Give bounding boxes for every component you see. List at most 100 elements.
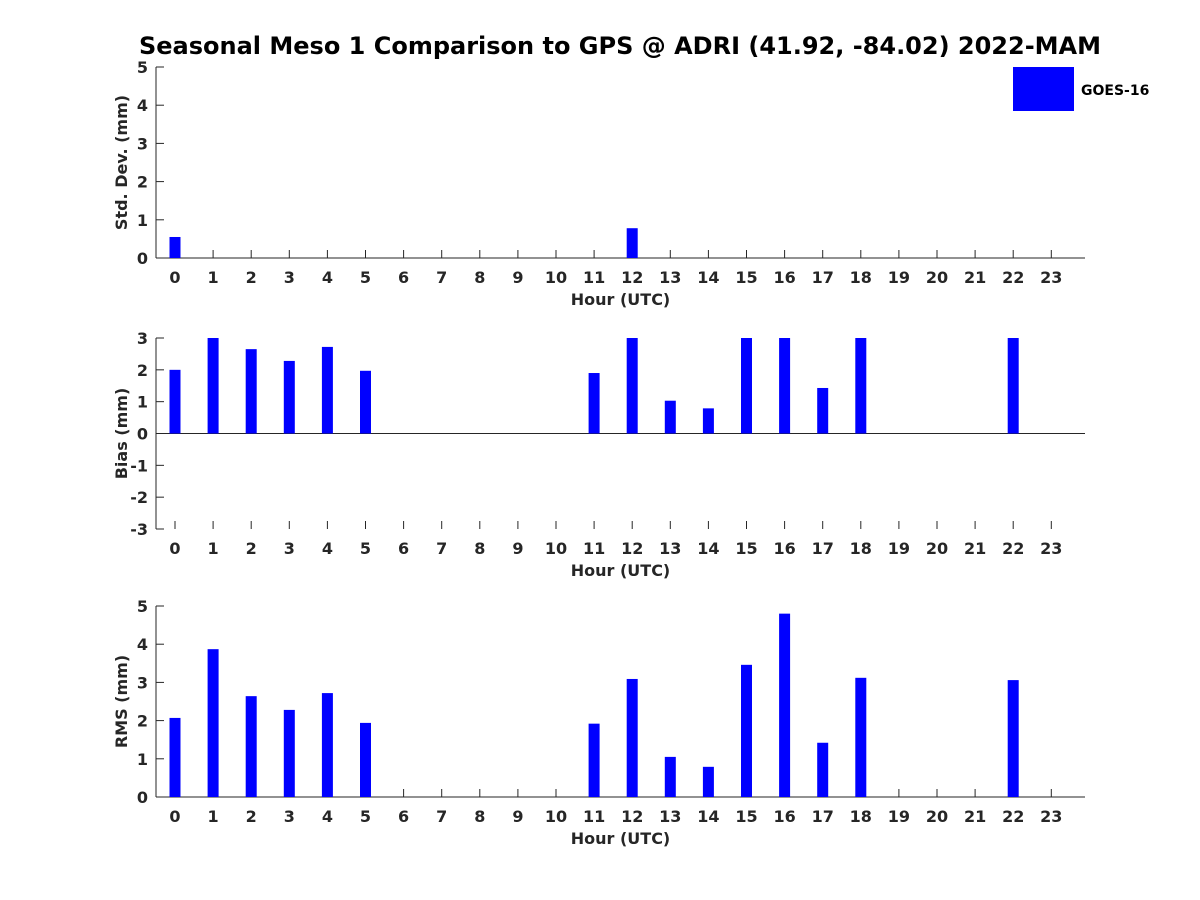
bar <box>245 349 257 434</box>
bar <box>283 709 295 797</box>
x-tick-label: 1 <box>208 539 219 558</box>
x-tick-label: 15 <box>735 268 757 287</box>
x-tick-label: 5 <box>360 807 371 826</box>
bar <box>779 613 791 797</box>
bar <box>626 678 638 797</box>
x-tick-label: 21 <box>964 268 986 287</box>
x-tick-label: 20 <box>926 539 948 558</box>
legend-swatch <box>1013 67 1074 111</box>
y-tick-label: -2 <box>130 488 148 507</box>
y-tick-label: 3 <box>137 673 148 692</box>
x-tick-label: 3 <box>284 807 295 826</box>
bar <box>779 338 791 434</box>
bar <box>741 664 752 797</box>
bar <box>207 338 219 434</box>
x-tick-label: 11 <box>583 539 605 558</box>
bar <box>817 742 829 797</box>
x-tick-label: 2 <box>246 539 257 558</box>
x-tick-label: 0 <box>169 807 180 826</box>
y-tick-label: 5 <box>137 597 148 616</box>
y-axis-label: Std. Dev. (mm) <box>112 95 131 230</box>
x-tick-label: 6 <box>398 539 409 558</box>
x-tick-label: 22 <box>1002 539 1024 558</box>
x-tick-label: 2 <box>246 268 257 287</box>
y-tick-label: 3 <box>137 134 148 153</box>
bar <box>321 346 333 434</box>
x-tick-label: 22 <box>1002 268 1024 287</box>
bar <box>169 236 181 258</box>
bar <box>207 649 219 797</box>
y-tick-label: 3 <box>137 329 148 348</box>
x-tick-label: 15 <box>735 539 757 558</box>
x-tick-label: 8 <box>474 539 485 558</box>
x-tick-label: 16 <box>773 539 795 558</box>
x-tick-label: 18 <box>850 268 872 287</box>
x-tick-label: 8 <box>474 807 485 826</box>
y-axis-label: Bias (mm) <box>112 388 131 480</box>
x-tick-label: 13 <box>659 539 681 558</box>
x-tick-label: 6 <box>398 268 409 287</box>
bar <box>702 766 714 797</box>
y-tick-label: 5 <box>137 58 148 77</box>
x-tick-label: 9 <box>512 539 523 558</box>
x-tick-label: 10 <box>545 539 567 558</box>
chart-title: Seasonal Meso 1 Comparison to GPS @ ADRI… <box>139 32 1101 60</box>
y-tick-label: 0 <box>137 788 148 807</box>
x-tick-label: 20 <box>926 807 948 826</box>
x-tick-label: 14 <box>697 807 719 826</box>
legend: GOES-16 <box>1013 67 1149 111</box>
x-tick-label: 8 <box>474 268 485 287</box>
x-tick-label: 18 <box>850 807 872 826</box>
x-tick-label: 23 <box>1040 807 1062 826</box>
x-tick-label: 3 <box>284 539 295 558</box>
x-tick-label: 19 <box>888 807 910 826</box>
x-tick-label: 19 <box>888 539 910 558</box>
x-axis-label: Hour (UTC) <box>571 829 671 848</box>
y-tick-label: 1 <box>137 211 148 230</box>
x-tick-label: 9 <box>512 807 523 826</box>
x-tick-label: 10 <box>545 807 567 826</box>
bar <box>1007 338 1019 434</box>
x-tick-label: 15 <box>735 807 757 826</box>
bar <box>1007 680 1019 797</box>
x-tick-label: 7 <box>436 268 447 287</box>
bar <box>664 756 676 797</box>
x-tick-label: 5 <box>360 268 371 287</box>
x-tick-label: 12 <box>621 268 643 287</box>
x-tick-label: 7 <box>436 807 447 826</box>
x-tick-label: 21 <box>964 807 986 826</box>
x-tick-label: 16 <box>773 268 795 287</box>
bar <box>360 370 371 434</box>
bar <box>855 338 867 434</box>
x-tick-label: 6 <box>398 807 409 826</box>
x-tick-label: 14 <box>697 268 719 287</box>
x-tick-label: 4 <box>322 539 333 558</box>
x-tick-label: 0 <box>169 268 180 287</box>
bar <box>817 387 829 434</box>
bar <box>169 717 181 797</box>
y-tick-label: 1 <box>137 393 148 412</box>
bar <box>169 369 181 434</box>
bar <box>321 693 333 797</box>
x-tick-label: 5 <box>360 539 371 558</box>
y-tick-label: 2 <box>137 361 148 380</box>
x-tick-label: 23 <box>1040 539 1062 558</box>
x-tick-label: 2 <box>246 807 257 826</box>
x-axis-label: Hour (UTC) <box>571 561 671 580</box>
bar <box>855 677 867 797</box>
bar <box>664 400 676 434</box>
bar <box>626 228 638 258</box>
y-tick-label: 2 <box>137 712 148 731</box>
bar <box>360 722 371 797</box>
y-tick-label: 2 <box>137 173 148 192</box>
bar <box>702 408 714 434</box>
x-tick-label: 1 <box>208 268 219 287</box>
y-axis-label: RMS (mm) <box>112 655 131 748</box>
y-tick-label: -1 <box>130 456 148 475</box>
x-tick-label: 14 <box>697 539 719 558</box>
bar <box>588 723 600 797</box>
bar <box>283 360 295 434</box>
bar <box>245 696 257 797</box>
